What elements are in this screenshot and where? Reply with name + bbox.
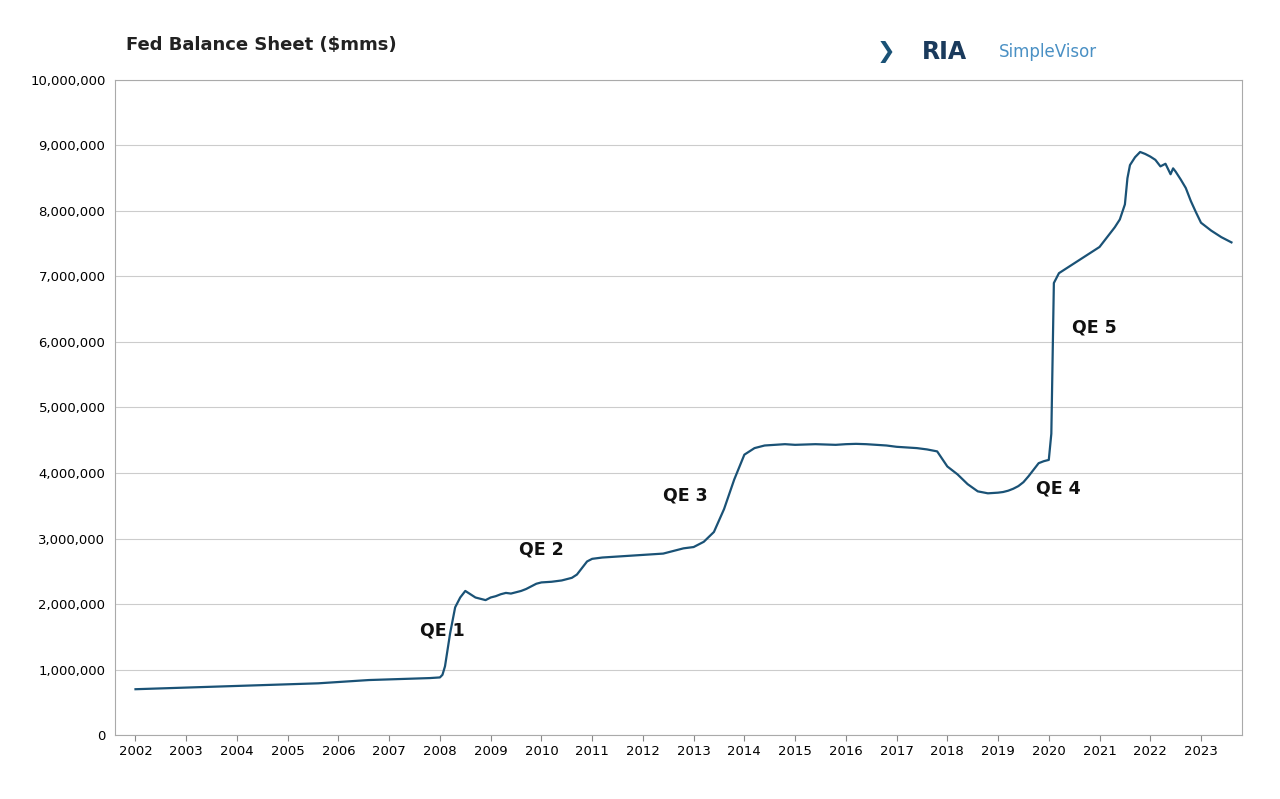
Text: Fed Balance Sheet ($mms): Fed Balance Sheet ($mms)	[127, 36, 397, 54]
Text: SimpleVisor: SimpleVisor	[998, 43, 1097, 61]
Text: QE 5: QE 5	[1071, 318, 1116, 336]
Text: ❯: ❯	[877, 41, 896, 63]
Text: RIA: RIA	[922, 40, 966, 64]
Text: QE 2: QE 2	[518, 541, 563, 559]
Text: QE 3: QE 3	[663, 487, 708, 504]
Text: QE 4: QE 4	[1036, 480, 1080, 498]
Text: QE 1: QE 1	[420, 622, 465, 639]
